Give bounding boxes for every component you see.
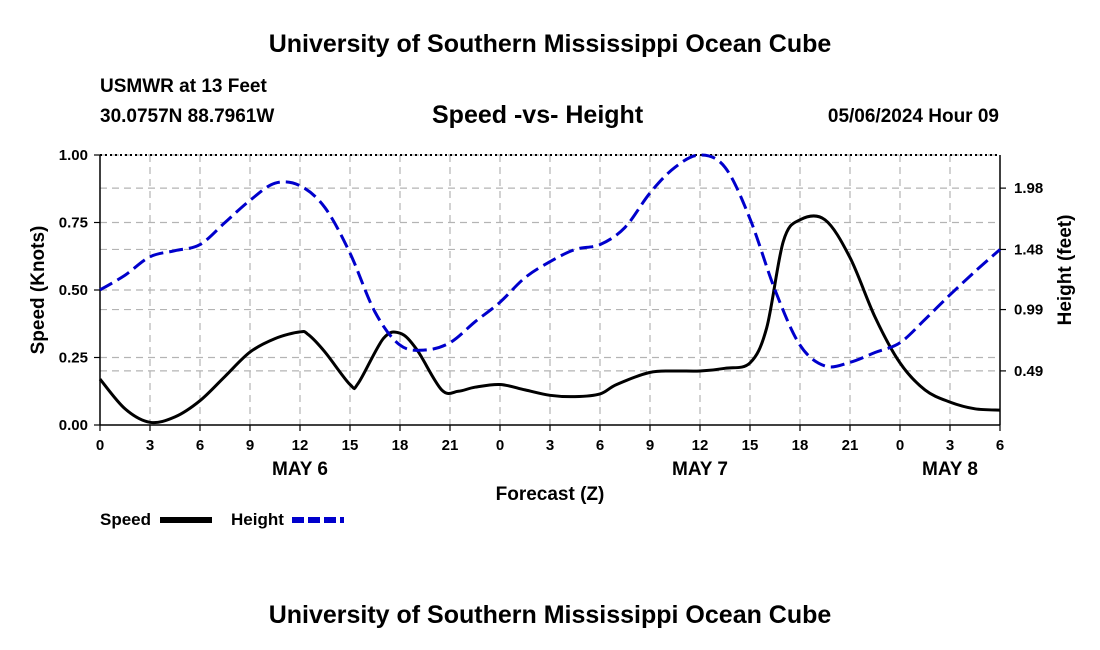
x-tick-label: 12: [692, 437, 709, 454]
x-tick-label: 12: [292, 437, 309, 454]
day-label: MAY 6: [272, 459, 328, 480]
legend-speed-swatch: [160, 517, 212, 523]
legend-height-swatch: [292, 517, 344, 523]
y-tick-label: 0.00: [59, 417, 88, 434]
x-tick-label: 9: [646, 437, 654, 454]
y-axis-title: Speed (Knots): [28, 226, 49, 355]
x-tick-label: 15: [742, 437, 759, 454]
x-tick-label: 18: [792, 437, 809, 454]
x-tick-label: 0: [96, 437, 104, 454]
forecast-date: 05/06/2024 Hour 09: [827, 106, 999, 127]
top-title: University of Southern Mississippi Ocean…: [268, 30, 832, 58]
x-axis-title: Forecast (Z): [496, 484, 605, 505]
y-tick-label: 0.50: [59, 282, 88, 299]
x-tick-label: 3: [146, 437, 154, 454]
y-tick-label: 0.75: [59, 215, 88, 232]
x-tick-label: 6: [196, 437, 204, 454]
bottom-title: University of Southern Mississippi Ocean…: [268, 601, 832, 629]
x-tick-label: 3: [546, 437, 554, 454]
height-series-line: [99, 153, 1001, 369]
x-tick-label: 3: [946, 437, 954, 454]
y-tick-label: 0.25: [59, 350, 88, 367]
y2-tick-label: 1.98: [1014, 180, 1043, 197]
y2-tick-label: 1.48: [1014, 241, 1043, 258]
y2-tick-label: 0.99: [1014, 302, 1043, 319]
x-tick-label: 0: [496, 437, 504, 454]
x-tick-label: 21: [842, 437, 859, 454]
x-tick-label: 21: [442, 437, 459, 454]
x-tick-label: 6: [596, 437, 604, 454]
x-tick-label: 0: [896, 437, 904, 454]
station-label: USMWR at 13 Feet: [100, 76, 267, 97]
x-tick-label: 15: [342, 437, 359, 454]
x-tick-label: 6: [996, 437, 1004, 454]
y2-axis-title: Height (feet): [1055, 215, 1076, 326]
day-label: MAY 7: [672, 459, 728, 480]
legend-speed-label: Speed: [100, 510, 152, 529]
station-coords: 30.0757N 88.7961W: [100, 106, 275, 127]
day-label: MAY 8: [922, 459, 978, 480]
chart-title: Speed -vs- Height: [432, 101, 644, 129]
legend-height-label: Height: [231, 510, 284, 529]
speed-series-line: [98, 214, 1001, 425]
y2-tick-label: 0.49: [1014, 363, 1043, 380]
y-tick-label: 1.00: [59, 147, 88, 164]
x-tick-label: 18: [392, 437, 409, 454]
x-tick-label: 9: [246, 437, 254, 454]
